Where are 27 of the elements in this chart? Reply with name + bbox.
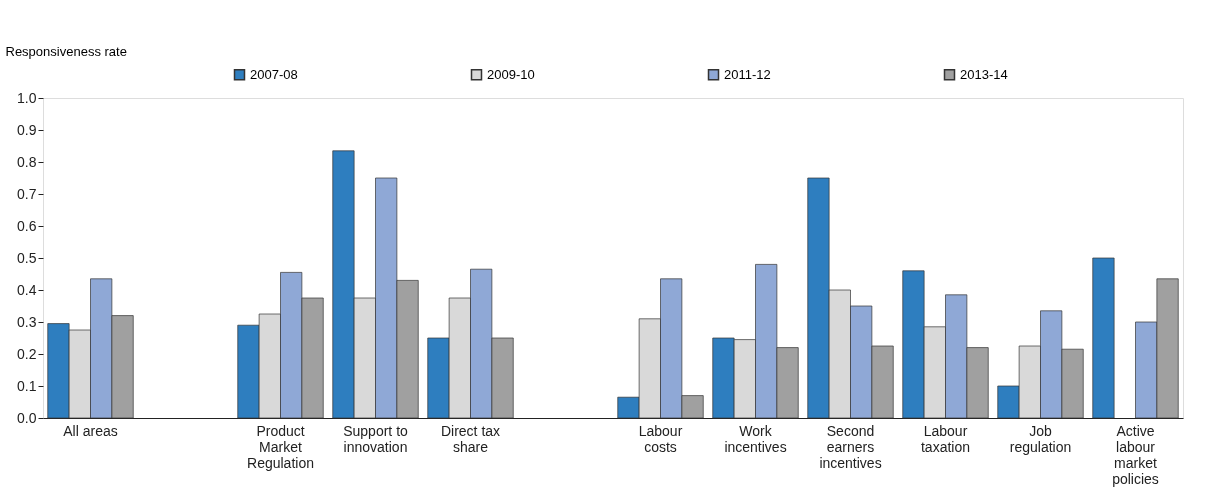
legend-label: 2009-10: [487, 66, 535, 82]
y-tick-label: 0.8: [17, 153, 37, 170]
y-tick-label: 1.0: [17, 89, 37, 106]
y-tick-label: 0.3: [17, 313, 37, 330]
x-tick-label: Labour taxation: [920, 422, 971, 455]
legend-label: 2013-14: [960, 66, 1008, 82]
x-tick-label: Direct tax share: [440, 422, 501, 455]
x-tick-label: All areas: [63, 422, 118, 439]
x-tick-label: Job regulation: [1009, 422, 1072, 455]
x-tick-label: Labour costs: [638, 422, 683, 455]
x-tick-label: Support to innovation: [343, 422, 409, 455]
x-tick-label: Active labour market policies: [1112, 422, 1159, 487]
y-tick-label: 0.5: [17, 249, 37, 266]
y-tick-label: 0.6: [17, 217, 37, 234]
x-tick-label: Second earners incentives: [819, 422, 882, 471]
y-tick-label: 0.4: [17, 281, 37, 298]
x-tick-label: Work incentives: [724, 422, 787, 455]
y-tick-label: 0.7: [17, 185, 37, 202]
bar: [1092, 257, 1115, 419]
legend-label: 2011-12: [724, 66, 771, 82]
y-tick-label: 0.2: [17, 345, 37, 362]
y-tick-label: 0.0: [17, 409, 37, 426]
x-tick-label: Product Market Regulation: [247, 422, 314, 471]
y-tick-label: 0.9: [17, 121, 37, 138]
legend-label: 2007-08: [250, 66, 298, 82]
y-axis-title: Responsiveness rate: [5, 43, 127, 59]
y-tick-label: 0.1: [17, 377, 37, 394]
